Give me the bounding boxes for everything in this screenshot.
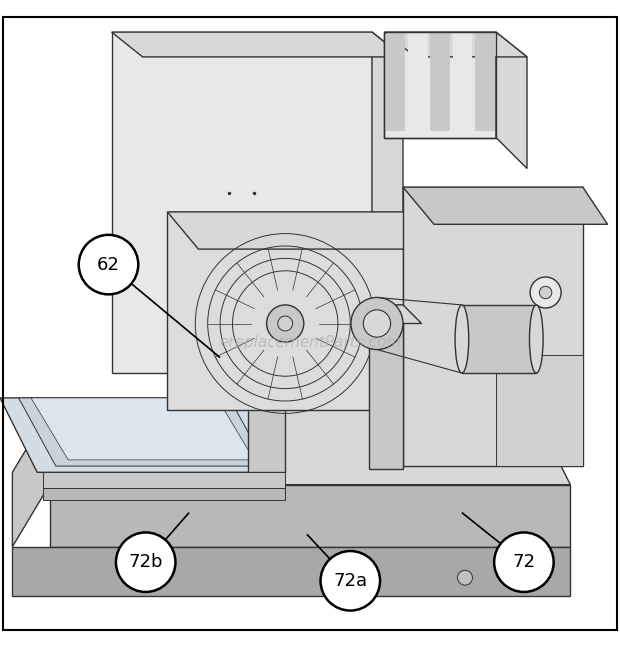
Polygon shape [403, 187, 608, 225]
Polygon shape [475, 32, 495, 131]
Polygon shape [403, 187, 583, 466]
Circle shape [458, 570, 472, 585]
Polygon shape [43, 488, 285, 500]
Circle shape [321, 551, 380, 611]
Circle shape [267, 305, 304, 342]
Polygon shape [369, 305, 422, 324]
Circle shape [530, 277, 561, 308]
Polygon shape [112, 32, 372, 373]
Polygon shape [12, 410, 570, 485]
Text: ereplacementParts.com: ereplacementParts.com [219, 334, 401, 349]
Text: 62: 62 [97, 256, 120, 274]
Polygon shape [0, 398, 285, 472]
Polygon shape [43, 472, 285, 488]
Polygon shape [369, 305, 403, 469]
Text: 72: 72 [512, 553, 536, 571]
Polygon shape [384, 32, 496, 138]
Circle shape [351, 298, 403, 349]
Circle shape [501, 570, 516, 585]
Circle shape [79, 235, 138, 294]
Polygon shape [408, 32, 428, 131]
Polygon shape [19, 398, 267, 466]
Ellipse shape [455, 305, 469, 373]
Circle shape [278, 316, 293, 331]
Circle shape [539, 287, 552, 299]
Circle shape [116, 532, 175, 592]
Polygon shape [50, 485, 570, 547]
Polygon shape [384, 32, 527, 57]
Polygon shape [31, 398, 254, 460]
Polygon shape [167, 212, 434, 249]
Polygon shape [12, 410, 50, 547]
Polygon shape [453, 32, 472, 131]
Ellipse shape [529, 305, 543, 373]
Text: 72a: 72a [333, 572, 368, 590]
Polygon shape [386, 32, 405, 131]
Polygon shape [167, 212, 403, 410]
Circle shape [363, 310, 391, 337]
Circle shape [494, 532, 554, 592]
Polygon shape [112, 32, 403, 57]
Polygon shape [496, 32, 527, 168]
Polygon shape [430, 32, 450, 131]
Polygon shape [496, 355, 583, 466]
Polygon shape [248, 324, 285, 472]
Polygon shape [462, 305, 536, 373]
Polygon shape [372, 32, 403, 398]
Polygon shape [12, 547, 570, 597]
Text: 72b: 72b [128, 553, 163, 571]
